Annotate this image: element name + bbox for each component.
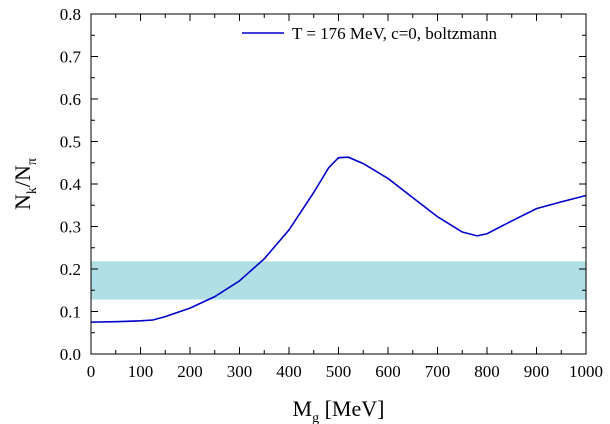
x-axis-title: Mg [MeV]	[293, 396, 385, 424]
y-tick-label: 0.2	[60, 260, 81, 279]
y-tick-label: 0.5	[60, 133, 81, 152]
series-line-0	[90, 156, 587, 323]
x-tick-label: 800	[474, 362, 500, 381]
x-tick-label: 500	[326, 362, 352, 381]
x-tick-label: 600	[375, 362, 401, 381]
x-tick-label: 0	[87, 362, 96, 381]
y-tick-label: 0.3	[60, 218, 81, 237]
reference-band	[91, 261, 586, 300]
x-tick-label: 100	[128, 362, 154, 381]
y-axis-title: Nk/Nπ	[10, 158, 40, 210]
x-tick-label: 1000	[569, 362, 603, 381]
y-tick-label: 0.8	[60, 5, 81, 24]
x-tick-label: 900	[524, 362, 550, 381]
y-tick-label: 0.1	[60, 303, 81, 322]
y-tick-label: 0.6	[60, 90, 81, 109]
x-tick-label: 400	[276, 362, 302, 381]
x-tick-label: 200	[177, 362, 203, 381]
y-tick-label: 0.7	[60, 48, 82, 67]
plot-frame	[90, 13, 587, 355]
legend: T = 176 MeV, c=0, boltzmann	[242, 24, 498, 43]
legend-label: T = 176 MeV, c=0, boltzmann	[292, 24, 498, 43]
y-tick-label: 0.0	[60, 345, 81, 364]
y-tick-label: 0.4	[60, 175, 82, 194]
x-tick-label: 700	[425, 362, 451, 381]
x-tick-label: 300	[227, 362, 253, 381]
